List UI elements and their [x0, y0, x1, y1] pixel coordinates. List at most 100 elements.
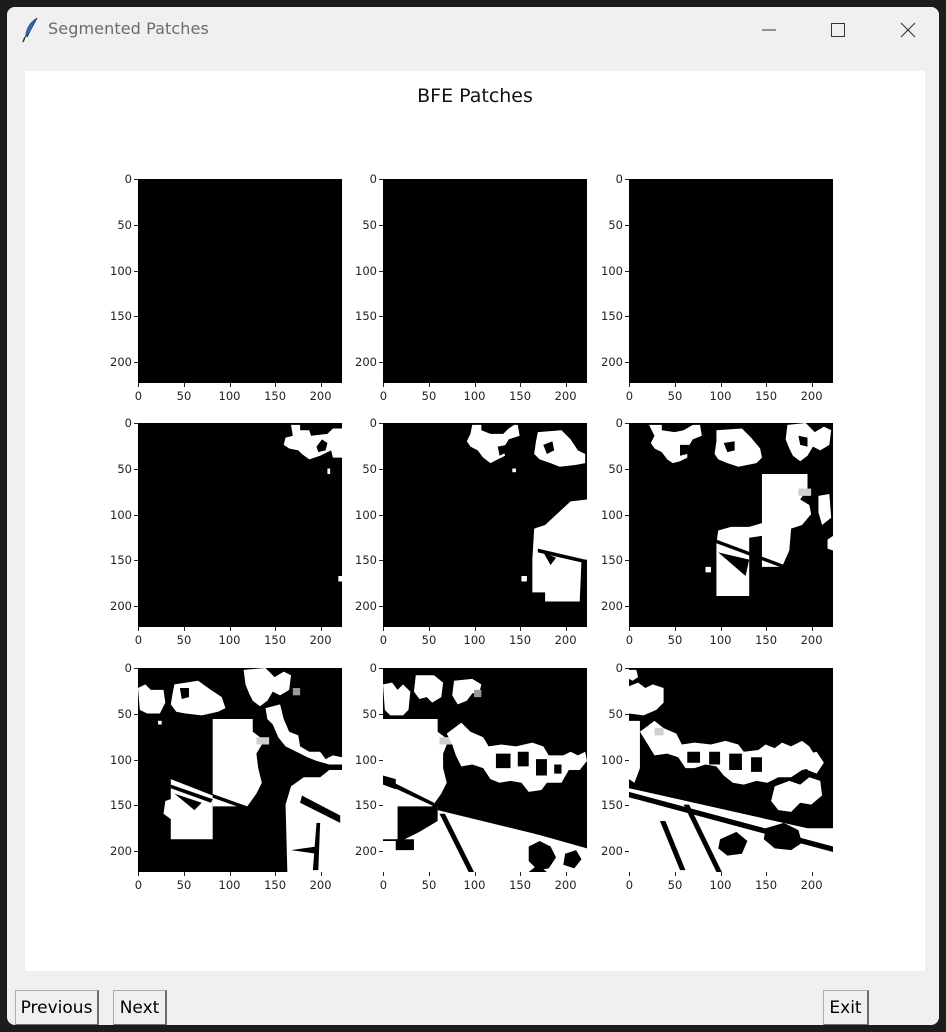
y-tick-label: 100 — [110, 263, 132, 278]
close-button[interactable] — [885, 13, 931, 47]
x-tick-label: 100 — [463, 389, 486, 403]
y-tick-label: 0 — [124, 416, 132, 431]
y-tick-mark — [134, 224, 138, 226]
y-tick-label: 50 — [608, 706, 623, 721]
x-tick-mark — [674, 627, 676, 631]
title-bar[interactable]: Segmented Patches — [7, 7, 939, 53]
minimize-button[interactable] — [746, 13, 792, 47]
x-tick-mark — [720, 872, 722, 876]
x-tick-label: 50 — [176, 878, 192, 892]
next-button[interactable]: Next — [113, 990, 167, 1025]
window-title: Segmented Patches — [48, 19, 209, 38]
y-tick-label: 150 — [355, 798, 377, 813]
x-tick-mark — [811, 872, 813, 876]
y-tick-label: 50 — [608, 461, 623, 476]
x-tick-mark — [629, 383, 631, 387]
y-tick-label: 150 — [110, 553, 132, 568]
previous-button[interactable]: Previous — [15, 990, 99, 1025]
y-tick-mark — [625, 759, 629, 761]
y-tick-label: 50 — [362, 461, 377, 476]
y-tick-mark — [379, 270, 383, 272]
x-tick-label: 150 — [755, 389, 778, 403]
y-tick-mark — [134, 270, 138, 272]
x-tick-mark — [428, 627, 430, 631]
y-tick-mark — [134, 668, 138, 670]
y-tick-mark — [379, 468, 383, 470]
x-tick-label: 50 — [667, 878, 683, 892]
y-tick-mark — [134, 805, 138, 807]
y-tick-label: 200 — [110, 843, 132, 858]
x-tick-mark — [138, 627, 140, 631]
x-tick-mark — [474, 383, 476, 387]
y-tick-label: 200 — [355, 354, 377, 369]
x-tick-label: 200 — [800, 633, 823, 647]
x-tick-label: 0 — [134, 878, 143, 892]
y-tick-mark — [379, 361, 383, 363]
y-tick-label: 100 — [601, 752, 623, 767]
y-tick-label: 50 — [362, 217, 377, 232]
x-tick-mark — [229, 872, 231, 876]
y-tick-mark — [625, 179, 629, 181]
y-tick-mark — [625, 713, 629, 715]
x-tick-label: 100 — [218, 633, 241, 647]
y-tick-mark — [379, 713, 383, 715]
close-icon — [900, 22, 916, 38]
x-tick-mark — [629, 872, 631, 876]
y-tick-label: 150 — [601, 309, 623, 324]
x-tick-mark — [383, 627, 385, 631]
y-tick-label: 0 — [615, 661, 623, 676]
patch-image-3 — [629, 179, 833, 383]
x-tick-label: 50 — [421, 878, 437, 892]
app-window: Segmented Patches BFE Patches — [7, 7, 939, 1025]
x-tick-label: 0 — [134, 389, 143, 403]
y-tick-mark — [134, 514, 138, 516]
y-tick-mark — [134, 316, 138, 318]
patch-image-7 — [138, 668, 342, 872]
x-tick-label: 200 — [554, 878, 577, 892]
y-tick-mark — [625, 668, 629, 670]
x-tick-label: 200 — [309, 633, 332, 647]
figure-canvas: BFE Patches — [25, 71, 925, 971]
x-tick-label: 50 — [421, 633, 437, 647]
x-tick-mark — [565, 627, 567, 631]
x-tick-mark — [138, 872, 140, 876]
x-tick-label: 200 — [309, 878, 332, 892]
x-tick-mark — [720, 627, 722, 631]
x-tick-mark — [428, 872, 430, 876]
y-tick-label: 150 — [110, 309, 132, 324]
x-tick-label: 100 — [709, 878, 732, 892]
y-tick-label: 100 — [110, 752, 132, 767]
y-tick-mark — [379, 805, 383, 807]
y-tick-label: 150 — [355, 553, 377, 568]
x-tick-mark — [811, 627, 813, 631]
x-tick-mark — [766, 627, 768, 631]
x-tick-mark — [229, 627, 231, 631]
y-tick-mark — [379, 668, 383, 670]
y-tick-label: 150 — [355, 309, 377, 324]
x-tick-mark — [629, 627, 631, 631]
y-tick-label: 0 — [615, 416, 623, 431]
y-tick-mark — [379, 850, 383, 852]
x-tick-label: 0 — [379, 389, 388, 403]
x-tick-label: 100 — [218, 878, 241, 892]
x-tick-mark — [275, 627, 277, 631]
x-tick-label: 100 — [709, 633, 732, 647]
y-tick-label: 50 — [362, 706, 377, 721]
y-tick-mark — [625, 270, 629, 272]
y-tick-label: 0 — [369, 661, 377, 676]
x-tick-mark — [383, 383, 385, 387]
maximize-button[interactable] — [815, 13, 861, 47]
x-tick-mark — [674, 872, 676, 876]
patch-image-4 — [138, 423, 342, 627]
x-tick-mark — [183, 627, 185, 631]
x-tick-label: 100 — [218, 389, 241, 403]
exit-button[interactable]: Exit — [823, 990, 869, 1025]
x-tick-mark — [320, 627, 322, 631]
y-tick-mark — [625, 560, 629, 562]
x-tick-label: 0 — [625, 633, 634, 647]
y-tick-label: 100 — [601, 263, 623, 278]
x-tick-mark — [428, 383, 430, 387]
y-tick-label: 200 — [601, 843, 623, 858]
x-tick-label: 0 — [379, 878, 388, 892]
x-tick-mark — [720, 383, 722, 387]
